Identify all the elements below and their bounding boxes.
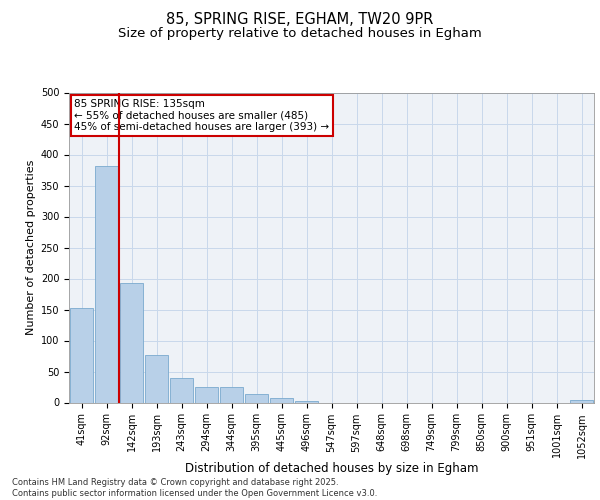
- Bar: [195, 387, 218, 402]
- Bar: [220, 387, 243, 402]
- Bar: [570, 400, 593, 402]
- Text: Size of property relative to detached houses in Egham: Size of property relative to detached ho…: [118, 28, 482, 40]
- Bar: [170, 378, 193, 402]
- Y-axis label: Number of detached properties: Number of detached properties: [26, 160, 37, 335]
- Bar: [120, 283, 143, 403]
- X-axis label: Distribution of detached houses by size in Egham: Distribution of detached houses by size …: [185, 462, 478, 475]
- Text: 85 SPRING RISE: 135sqm
← 55% of detached houses are smaller (485)
45% of semi-de: 85 SPRING RISE: 135sqm ← 55% of detached…: [74, 98, 329, 132]
- Text: Contains HM Land Registry data © Crown copyright and database right 2025.
Contai: Contains HM Land Registry data © Crown c…: [12, 478, 377, 498]
- Bar: [145, 356, 168, 403]
- Bar: [295, 400, 318, 402]
- Bar: [70, 308, 93, 402]
- Bar: [95, 166, 118, 402]
- Bar: [270, 398, 293, 402]
- Bar: [245, 394, 268, 402]
- Text: 85, SPRING RISE, EGHAM, TW20 9PR: 85, SPRING RISE, EGHAM, TW20 9PR: [166, 12, 434, 28]
